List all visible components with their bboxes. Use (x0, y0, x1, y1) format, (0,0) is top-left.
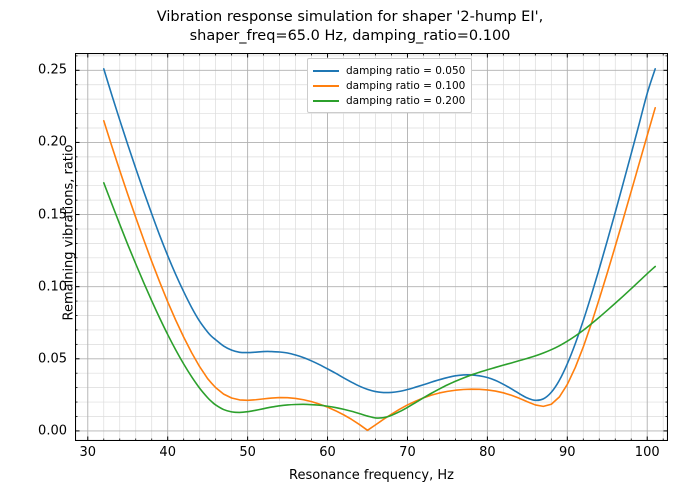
y-tick-label: 0.10 (38, 279, 67, 295)
x-tick-label: 50 (239, 445, 256, 460)
x-tick-label: 70 (399, 445, 416, 460)
x-tick-label: 30 (79, 445, 97, 460)
minor-gridlines (75, 53, 668, 441)
legend-item: damping ratio = 0.100 (313, 78, 465, 93)
legend-color-swatch (313, 84, 339, 87)
x-tick-label: 100 (634, 445, 660, 460)
series-line-0 (102, 68, 657, 402)
x-tick-label: 40 (159, 445, 176, 460)
x-tick-label: 60 (319, 445, 336, 460)
plot-area: 30 40 50 60 70 80 90 100 0.00 0.05 0.10 0.15 0.20 0.… (38, 53, 668, 483)
y-tick-label: 0.00 (38, 423, 67, 439)
x-tick-label: 90 (559, 445, 576, 460)
series-line-2 (102, 182, 657, 419)
y-tick-label: 0.15 (38, 207, 67, 223)
legend: damping ratio = 0.050 damping ratio = 0.1… (307, 58, 473, 113)
y-tick-label: 0.20 (38, 134, 67, 150)
y-tick-label: 0.25 (38, 62, 67, 78)
legend-color-swatch (313, 99, 339, 102)
y-tick-label: 0.05 (38, 351, 67, 367)
y-axis-label: Remaining vibrations, ratio (61, 144, 77, 321)
plot-frame (75, 53, 668, 441)
legend-item: damping ratio = 0.050 (313, 63, 465, 78)
x-tick-label: 80 (479, 445, 496, 460)
legend-label: damping ratio = 0.100 (346, 79, 466, 92)
series-line-1 (102, 107, 657, 432)
chart-title: Vibration response simulation for shaper… (156, 9, 544, 44)
x-axis-label: Resonance frequency, Hz (289, 468, 454, 483)
plot-svg (75, 53, 668, 441)
legend-label: damping ratio = 0.200 (346, 94, 466, 107)
legend-item: damping ratio = 0.200 (313, 93, 465, 108)
series-lines (102, 68, 657, 432)
legend-label: damping ratio = 0.050 (346, 64, 466, 77)
legend-color-swatch (313, 69, 339, 72)
